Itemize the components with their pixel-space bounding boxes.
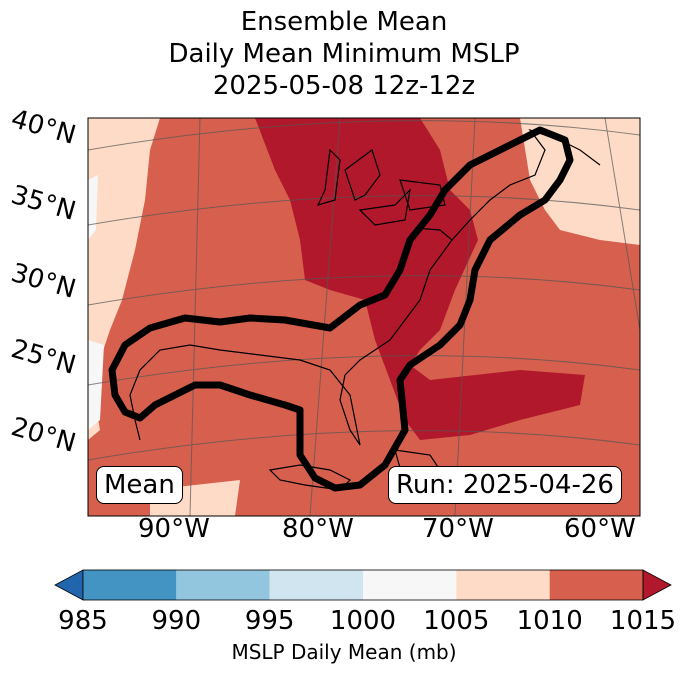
pressure-field-white-southwest [88, 340, 104, 430]
colorbar-tick-label: 995 [244, 606, 295, 636]
graticule [88, 118, 640, 516]
colorbar-tick-label: 1010 [516, 606, 583, 636]
pressure-field-dark-core [255, 118, 585, 440]
colorbar-bin [83, 570, 177, 600]
colorbar-title: MSLP Daily Mean (mb) [231, 640, 457, 664]
colorbar-bin [549, 570, 643, 600]
lon-label-90w: 90°W [138, 514, 210, 544]
colorbar-frame [82, 569, 644, 601]
colorbar-tick-label: 985 [58, 606, 108, 636]
map-frame [87, 117, 641, 517]
colorbar-bin [456, 570, 550, 600]
colorbar-bin [363, 570, 457, 600]
colorbar-tick-label: 990 [151, 606, 202, 636]
title-line-3: 2025-05-08 12z-12z [212, 71, 476, 101]
mean-label: Mean [96, 466, 183, 504]
coastlines [129, 128, 601, 491]
colorbar-tick-label: 1005 [423, 606, 490, 636]
run-date-label: Run: 2025-04-26 [388, 466, 622, 504]
colorbar-bin [269, 570, 363, 600]
outline-contour [108, 126, 574, 492]
lon-label-60w: 60°W [564, 514, 636, 544]
colorbar-bin [176, 570, 270, 600]
colorbar-extend-high [642, 569, 672, 601]
colorbar-tick-label: 1015 [609, 606, 677, 636]
lon-label-70w: 70°W [422, 514, 494, 544]
title-line-2: Daily Mean Minimum MSLP [168, 39, 520, 69]
colorbar-extend-low [54, 569, 84, 601]
title-line-1: Ensemble Mean [240, 7, 448, 37]
lon-label-80w: 80°W [282, 514, 354, 544]
colorbar-tick-label: 1000 [329, 606, 397, 636]
pressure-field-light-west [88, 118, 160, 440]
